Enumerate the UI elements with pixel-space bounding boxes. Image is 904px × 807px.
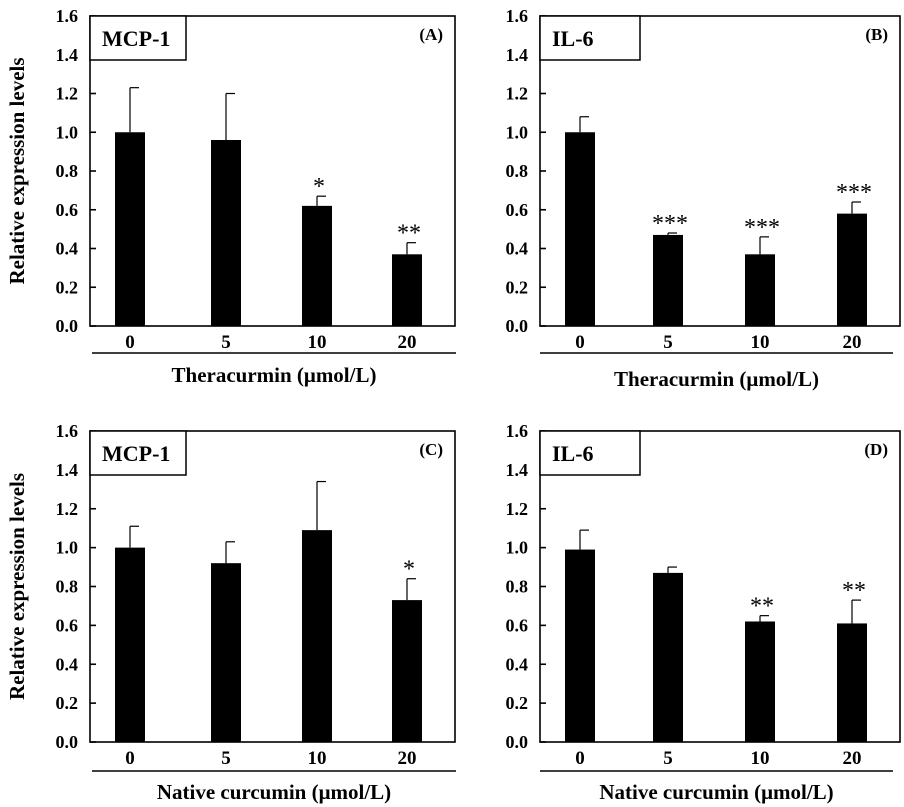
x-tick-label: 0 <box>125 748 135 769</box>
panel-letter: (C) <box>419 440 443 459</box>
y-tick-label: 1.6 <box>506 6 529 26</box>
x-tick-label: 20 <box>398 332 417 353</box>
bar <box>745 621 775 742</box>
bar <box>653 235 683 326</box>
bar <box>115 548 145 742</box>
y-tick-label: 1.2 <box>506 499 529 519</box>
y-tick-label: 0.4 <box>56 239 79 259</box>
y-tick-label: 0.2 <box>56 693 79 713</box>
y-tick-label: 1.4 <box>56 460 79 480</box>
y-tick-label: 1.4 <box>506 460 529 480</box>
x-tick-label: 5 <box>221 332 231 353</box>
x-tick-label: 5 <box>663 748 673 769</box>
y-axis-title: Relative expression levels <box>5 473 29 700</box>
y-tick-label: 1.0 <box>506 538 529 558</box>
significance-label: ** <box>842 578 866 604</box>
y-tick-label: 0.4 <box>506 654 529 674</box>
y-tick-label: 1.4 <box>506 45 529 65</box>
y-tick-label: 1.6 <box>506 421 529 441</box>
x-tick-label: 10 <box>308 332 327 353</box>
bar <box>392 600 422 742</box>
x-axis-title: Theracurmin (μmol/L) <box>172 363 377 387</box>
significance-label: ** <box>397 221 421 247</box>
y-tick-label: 1.6 <box>56 6 79 26</box>
bar <box>837 214 867 326</box>
y-tick-label: 0.0 <box>506 316 529 336</box>
panel-a: 0.0 0.2 0.4 0.6 0.8 1.0 1.2 1.4 1.6 Relative expr… <box>5 6 456 387</box>
y-tick-label: 1.6 <box>56 421 79 441</box>
bar <box>392 254 422 326</box>
x-tick-label: 0 <box>575 748 585 769</box>
y-tick-label: 1.2 <box>56 84 79 104</box>
marker-label: IL-6 <box>552 26 594 51</box>
panel-b: 0.0 0.2 0.4 0.6 0.8 1.0 1.2 1.4 1.6 0 *** 5 *** 10 ***… <box>506 6 901 391</box>
marker-label: MCP-1 <box>102 26 170 51</box>
y-tick-label: 0.4 <box>56 654 79 674</box>
bar <box>745 254 775 326</box>
y-tick-label: 0.8 <box>56 577 79 597</box>
x-tick-label: 0 <box>575 332 585 353</box>
y-tick-label: 1.0 <box>56 538 79 558</box>
bar <box>211 140 241 326</box>
panel-letter: (A) <box>419 25 443 44</box>
y-tick-label: 1.0 <box>506 122 529 142</box>
y-tick-label: 1.4 <box>56 45 79 65</box>
bar <box>837 623 867 742</box>
significance-label: *** <box>744 215 780 241</box>
significance-label: * <box>403 557 415 583</box>
y-tick-label: 0.2 <box>506 277 529 297</box>
y-tick-label: 0.0 <box>506 732 529 752</box>
x-tick-label: 10 <box>308 748 327 769</box>
y-tick-label: 0.6 <box>506 200 529 220</box>
marker-label: MCP-1 <box>102 441 170 466</box>
x-tick-label: 20 <box>843 332 862 353</box>
y-tick-label: 0.2 <box>506 693 529 713</box>
bar <box>565 550 595 742</box>
y-tick-label: 0.8 <box>506 577 529 597</box>
significance-label: *** <box>652 211 688 237</box>
bar <box>115 132 145 326</box>
y-tick-label: 0.0 <box>56 732 79 752</box>
y-tick-label: 0.8 <box>56 161 79 181</box>
y-tick-label: 0.6 <box>506 615 529 635</box>
significance-label: ** <box>750 594 774 620</box>
y-tick-label: 0.2 <box>56 277 79 297</box>
x-tick-label: 5 <box>221 748 231 769</box>
y-tick-label: 1.2 <box>56 499 79 519</box>
bar <box>302 206 332 326</box>
y-axis-title: Relative expression levels <box>5 57 29 284</box>
x-tick-label: 10 <box>751 332 770 353</box>
x-axis-title: Theracurmin (μmol/L) <box>614 367 819 391</box>
x-axis-title: Native curcumin (μmol/L) <box>599 780 833 804</box>
x-tick-label: 10 <box>751 748 770 769</box>
panel-letter: (B) <box>865 25 888 44</box>
y-tick-label: 1.2 <box>506 84 529 104</box>
significance-label: * <box>313 174 325 200</box>
bar <box>565 132 595 326</box>
x-axis-title: Native curcumin (μmol/L) <box>157 780 391 804</box>
y-tick-label: 0.8 <box>506 161 529 181</box>
y-tick-label: 1.0 <box>56 122 79 142</box>
y-tick-label: 0.6 <box>56 200 79 220</box>
panel-d: 0.0 0.2 0.4 0.6 0.8 1.0 1.2 1.4 1.6 0 5 ** 10 ** 20 Nat… <box>506 421 901 804</box>
panel-letter: (D) <box>864 440 888 459</box>
x-tick-label: 0 <box>125 332 135 353</box>
bar <box>653 573 683 742</box>
x-tick-label: 20 <box>843 748 862 769</box>
bar <box>302 530 332 742</box>
panel-c: 0.0 0.2 0.4 0.6 0.8 1.0 1.2 1.4 1.6 Relative expr… <box>5 421 456 804</box>
y-tick-label: 0.6 <box>56 615 79 635</box>
bar <box>211 563 241 742</box>
y-tick-label: 0.4 <box>506 239 529 259</box>
y-tick-label: 0.0 <box>56 316 79 336</box>
marker-label: IL-6 <box>552 441 594 466</box>
x-tick-label: 5 <box>663 332 673 353</box>
x-tick-label: 20 <box>398 748 417 769</box>
significance-label: *** <box>836 180 872 206</box>
